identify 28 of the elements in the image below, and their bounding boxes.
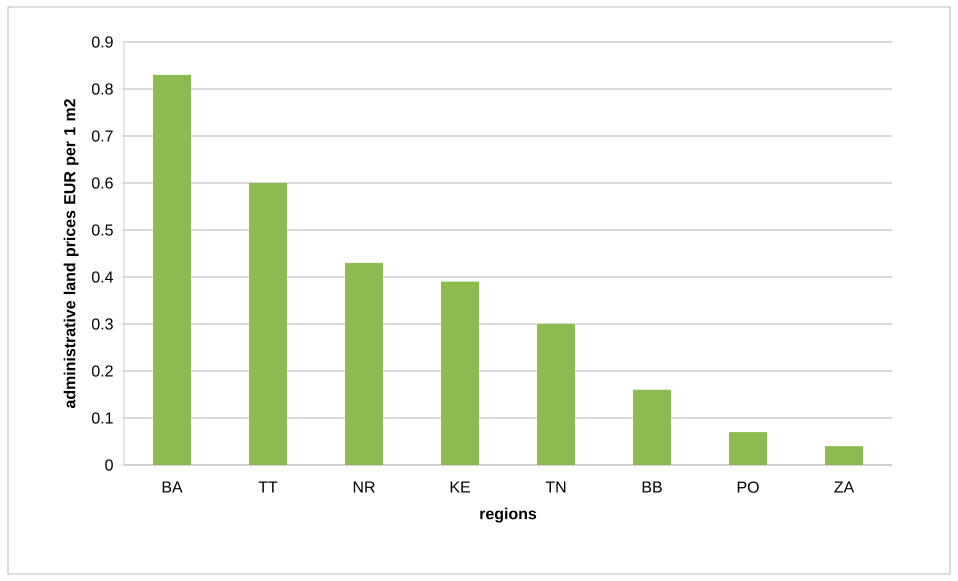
- x-tick-label: TT: [258, 481, 278, 492]
- y-tick-label: 0.5: [92, 224, 113, 236]
- y-tick-label: 0.1: [92, 412, 113, 424]
- y-tick-label: 0.6: [92, 177, 113, 189]
- bar: [729, 432, 768, 465]
- y-axis-title: administrative land prices EUR per 1 m2: [64, 99, 79, 408]
- x-axis-title: regions: [480, 508, 536, 523]
- x-tick-label: KE: [450, 481, 470, 492]
- bar: [153, 74, 192, 465]
- bar: [249, 182, 288, 465]
- bar: [441, 282, 480, 465]
- y-tick-label: 0.2: [92, 365, 113, 377]
- x-tick-label: TN: [546, 481, 566, 492]
- x-tick-label: BB: [642, 481, 662, 492]
- x-tick-label: PO: [738, 482, 759, 493]
- bar: [537, 324, 576, 465]
- bar: [345, 262, 384, 465]
- x-tick-label: ZA: [834, 481, 854, 492]
- bar: [825, 446, 864, 465]
- x-tick-label: NR: [354, 481, 375, 492]
- y-tick-label: 0.8: [92, 83, 113, 95]
- y-tick-label: 0.9: [92, 36, 113, 48]
- y-tick-label: 0.4: [92, 271, 114, 283]
- bar: [633, 390, 672, 465]
- x-tick-label: BA: [162, 481, 183, 492]
- y-tick-label: 0.7: [92, 130, 113, 142]
- y-tick-label: 0.3: [92, 318, 113, 330]
- y-tick-label: 0: [105, 459, 113, 471]
